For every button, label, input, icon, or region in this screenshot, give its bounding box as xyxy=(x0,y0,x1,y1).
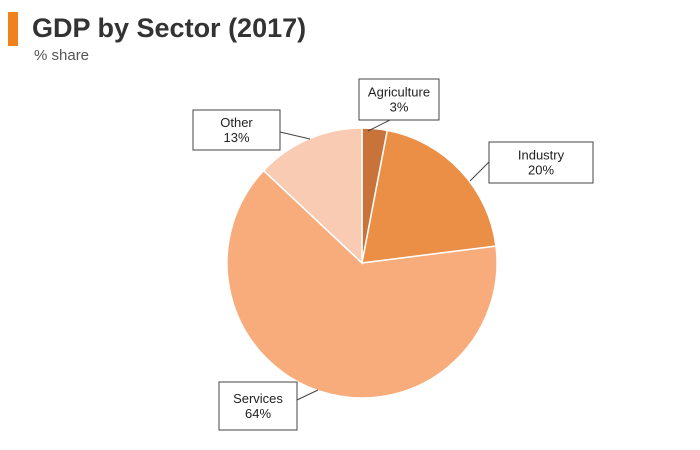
chart-title: GDP by Sector (2017) xyxy=(32,13,307,43)
callout-leader-industry xyxy=(469,161,490,182)
slice-value-industry: 20% xyxy=(528,163,554,178)
callout-leader-agriculture xyxy=(367,119,391,132)
callout-box-industry xyxy=(488,141,594,184)
slice-value-services: 64% xyxy=(245,406,271,421)
pie-slice-services xyxy=(226,169,498,399)
slice-label-other: Other xyxy=(220,115,253,130)
chart-subtitle: % share xyxy=(34,47,90,64)
slice-label-services: Services xyxy=(233,391,283,406)
slice-label-industry: Industry xyxy=(518,148,565,163)
callout-box-services xyxy=(218,381,298,431)
title-accent-bar xyxy=(8,12,18,46)
callout-box-agriculture xyxy=(358,78,440,121)
slice-label-agriculture: Agriculture xyxy=(368,85,430,100)
callout-leader-services xyxy=(296,389,319,401)
pie-slices xyxy=(226,127,498,399)
callout-leader-other xyxy=(279,131,311,140)
pie-slice-industry xyxy=(361,129,497,264)
slice-value-other: 13% xyxy=(223,130,249,145)
slice-value-agriculture: 3% xyxy=(390,100,409,115)
callout-box-other xyxy=(192,109,281,151)
